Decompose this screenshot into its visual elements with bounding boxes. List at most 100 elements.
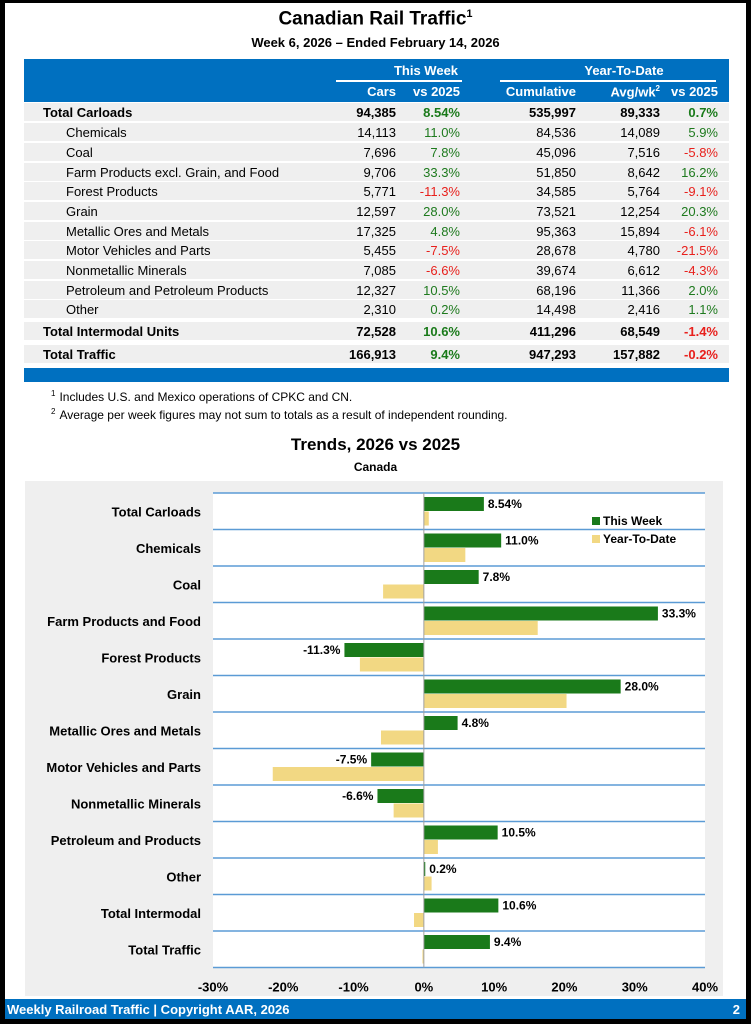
report-page: Canadian Rail Traffic1 Week 6, 2026 – En…	[5, 3, 746, 1019]
ytd-pct-cell: 2.0%	[688, 283, 718, 298]
avgwk-cell: 5,764	[627, 184, 660, 199]
row-label: Other	[66, 302, 99, 317]
cars-cell: 7,085	[363, 263, 396, 278]
week-pct-cell: -11.3%	[419, 184, 460, 199]
avgwk-cell: 89,333	[620, 105, 660, 120]
page-title: Canadian Rail Traffic1	[278, 8, 473, 30]
cumulative-cell: 39,674	[536, 263, 576, 278]
ytd-pct-cell: -6.1%	[684, 224, 718, 239]
bar-this-week	[423, 679, 621, 694]
cars-cell: 12,327	[356, 283, 396, 298]
bar-ytd	[380, 730, 424, 745]
chart-subtitle: Canada	[353, 460, 398, 474]
plot-area	[213, 493, 705, 968]
bar-ytd	[359, 657, 424, 672]
bar-this-week	[423, 716, 458, 730]
avgwk-cell: 8,642	[627, 165, 660, 180]
bar-this-week	[423, 497, 484, 511]
category-label: Grain	[167, 687, 201, 702]
ytd-pct-cell: 16.2%	[681, 165, 718, 180]
bar-ytd	[423, 876, 432, 891]
avgwk-cell: 2,416	[627, 302, 660, 317]
category-label: Forest Products	[101, 650, 201, 665]
bar-label-this-week: -11.3%	[303, 643, 341, 657]
table-row: Coal 7,696 7.8% 45,096 7,516 -5.8%	[24, 143, 729, 161]
category-label: Metallic Ores and Metals	[49, 723, 201, 738]
table-row: Grain 12,597 28.0% 73,521 12,254 20.3%	[24, 202, 729, 220]
bar-label-this-week: 33.3%	[662, 607, 696, 621]
ytd-underline	[500, 80, 716, 82]
x-tick-label: -30%	[198, 980, 229, 995]
row-label: Petroleum and Petroleum Products	[66, 283, 269, 298]
cars-cell: 166,913	[349, 347, 396, 362]
bar-this-week	[423, 825, 498, 840]
cars-cell: 9,706	[363, 165, 396, 180]
cumulative-cell: 535,997	[529, 105, 576, 120]
avgwk-cell: 68,549	[620, 324, 660, 339]
bar-label-this-week: 0.2%	[429, 862, 457, 876]
col-vs2025-ytd: vs 2025	[671, 84, 718, 99]
bar-this-week	[423, 533, 502, 548]
row-label: Nonmetallic Minerals	[66, 263, 187, 278]
footnote-2: 2 Average per week figures may not sum to…	[51, 407, 508, 422]
avgwk-cell: 14,089	[620, 125, 660, 140]
row-label: Coal	[66, 145, 93, 160]
cars-cell: 5,771	[363, 184, 396, 199]
col-cars: Cars	[367, 84, 396, 99]
row-label: Forest Products	[66, 184, 158, 199]
avgwk-cell: 12,254	[620, 204, 660, 219]
category-label: Other	[166, 869, 201, 884]
ytd-pct-cell: 0.7%	[688, 105, 718, 120]
table-row: Forest Products 5,771 -11.3% 34,585 5,764 -9.…	[24, 182, 729, 200]
table-row: Motor Vehicles and Parts 5,455 -7.5% 28,678…	[24, 241, 729, 259]
bar-this-week	[423, 570, 479, 584]
week-pct-cell: 10.6%	[423, 324, 460, 339]
page-number: 2	[732, 1002, 740, 1017]
bar-label-this-week: 9.4%	[494, 935, 522, 949]
ytd-pct-cell: -9.1%	[684, 184, 718, 199]
bar-ytd	[393, 803, 424, 818]
col-vs2025-week: vs 2025	[413, 84, 460, 99]
table-row: Farm Products excl. Grain, and Food 9,706…	[24, 163, 729, 181]
category-label: Total Carloads	[112, 504, 201, 519]
table-footer-bar	[24, 368, 729, 382]
ytd-pct-cell: -1.4%	[684, 324, 718, 339]
col-avgwk: Avg/wk2	[610, 84, 660, 100]
legend-label-this-week: This Week	[603, 514, 662, 528]
bar-ytd	[423, 694, 567, 708]
table-header: This Week Year-To-Date Cars vs 2025 Cumu…	[24, 59, 729, 102]
ytd-pct-cell: -0.2%	[684, 347, 718, 362]
x-tick-label: 30%	[622, 980, 648, 995]
category-label: Chemicals	[136, 541, 201, 556]
ytd-pct-cell: 1.1%	[688, 302, 718, 317]
x-tick-label: 20%	[551, 980, 577, 995]
table-row: Chemicals 14,113 11.0% 84,536 14,089 5.9%	[24, 123, 729, 141]
bar-label-this-week: -6.6%	[342, 789, 374, 803]
bar-this-week	[371, 752, 424, 767]
legend-swatch-ytd	[592, 535, 600, 543]
footer-copyright: Weekly Railroad Traffic | Copyright AAR,…	[7, 1002, 290, 1017]
week-pct-cell: 7.8%	[430, 145, 460, 160]
category-label: Petroleum and Products	[51, 833, 201, 848]
table-row: Metallic Ores and Metals 17,325 4.8% 95,363…	[24, 222, 729, 240]
avgwk-cell: 6,612	[627, 263, 660, 278]
bar-ytd	[383, 584, 424, 599]
bar-label-this-week: 10.6%	[502, 899, 536, 913]
col-cumulative: Cumulative	[505, 84, 576, 99]
cars-cell: 12,597	[356, 204, 396, 219]
bar-label-this-week: -7.5%	[336, 753, 368, 767]
cumulative-cell: 95,363	[536, 224, 576, 239]
cumulative-cell: 28,678	[536, 243, 576, 258]
avgwk-cell: 15,894	[620, 224, 660, 239]
table-row: Total Traffic 166,913 9.4% 947,293 157,882 -0…	[24, 345, 729, 363]
cumulative-cell: 45,096	[536, 145, 576, 160]
cars-cell: 14,113	[357, 125, 396, 140]
ytd-pct-cell: -4.3%	[684, 263, 718, 278]
cumulative-cell: 51,850	[536, 165, 576, 180]
bar-this-week	[423, 898, 499, 913]
x-tick-label: 10%	[481, 980, 507, 995]
bar-this-week	[423, 862, 426, 876]
table-row: Total Carloads 94,385 8.54% 535,997 89,333 0.…	[24, 103, 729, 121]
bar-this-week	[377, 789, 424, 803]
legend-swatch-this-week	[592, 517, 600, 525]
